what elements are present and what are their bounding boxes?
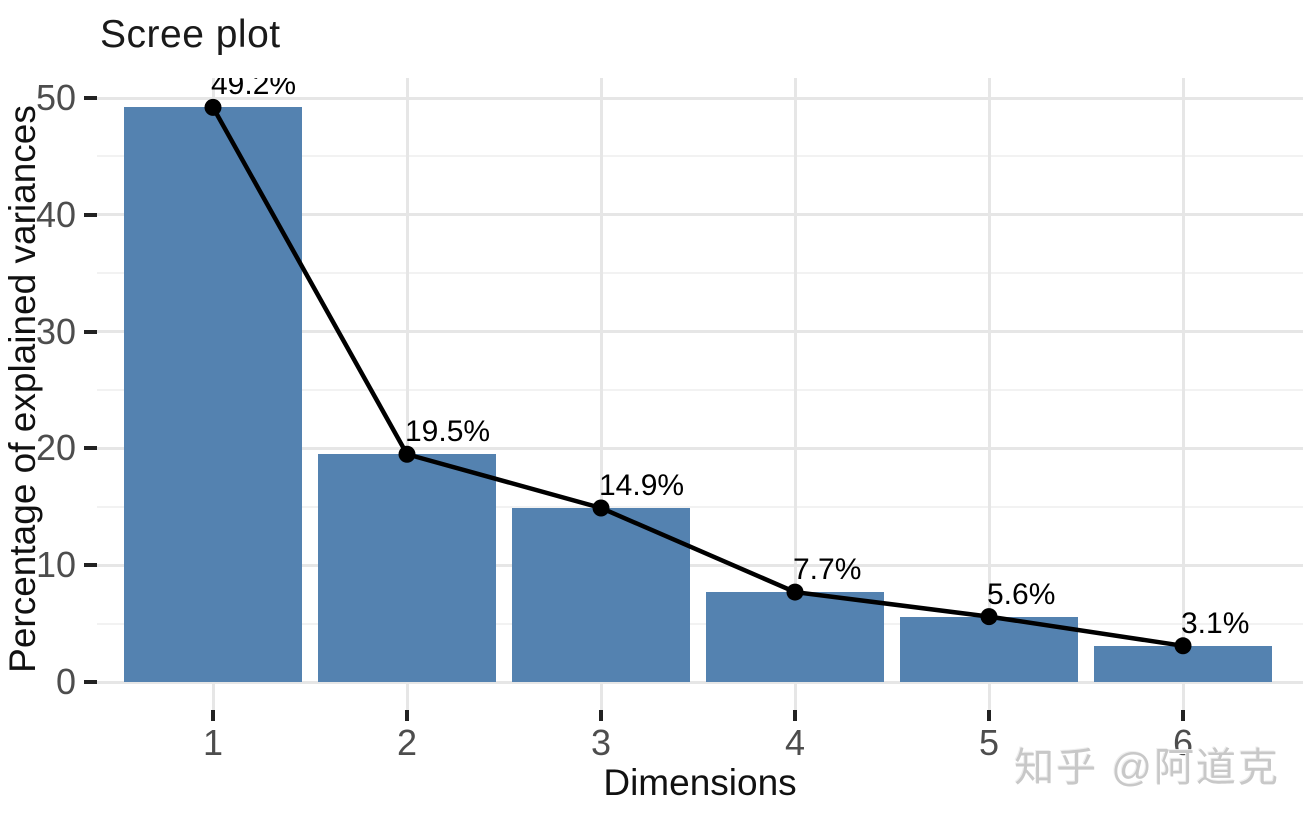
bar-dimension-3	[512, 507, 690, 682]
x-tick-label: 1	[202, 722, 224, 763]
point-label-2: 19.5%	[405, 415, 491, 449]
y-tick-mark	[84, 212, 97, 217]
bar-dimension-2	[318, 454, 496, 682]
data-point-1	[204, 98, 222, 116]
data-point-2	[398, 445, 416, 463]
y-tick-label: 0	[55, 661, 76, 702]
y-tick-label: 10	[35, 544, 76, 586]
x-tick-mark	[793, 710, 797, 721]
bar-dimension-4	[706, 592, 884, 682]
x-tick-label: 6	[1172, 722, 1194, 763]
data-point-3	[592, 499, 610, 517]
x-tick-label: 5	[978, 722, 1000, 763]
data-point-6	[1174, 637, 1192, 655]
y-axis-title: Percentage of explained variances	[2, 105, 43, 673]
line-segment	[211, 106, 1184, 649]
x-axis-title: Dimensions	[603, 762, 797, 803]
gridline-major	[97, 680, 1303, 684]
gridline-major	[97, 563, 1303, 567]
gridline-vertical	[793, 78, 797, 710]
y-tick-mark	[84, 563, 97, 568]
plot-panel: 49.2% 19.5% 14.9% 7.7% 5.6% 3.1%	[97, 78, 1303, 710]
gridline-vertical	[599, 78, 603, 710]
point-label-3: 14.9%	[599, 468, 685, 502]
data-point-5	[980, 608, 998, 626]
gridline-minor	[97, 272, 1303, 275]
y-tick-mark	[84, 446, 97, 451]
gridline-vertical	[405, 78, 409, 710]
y-tick-label: 50	[35, 77, 76, 118]
y-tick-mark	[84, 680, 97, 684]
gridline-vertical	[987, 78, 991, 710]
gridline-major	[97, 446, 1303, 450]
gridline-major	[97, 330, 1303, 334]
x-tick-label: 3	[590, 722, 612, 763]
x-tick-label: 4	[784, 722, 806, 763]
y-tick-label: 40	[35, 193, 76, 235]
gridline-vertical	[1181, 78, 1185, 710]
x-tick-mark	[405, 710, 409, 721]
y-tick-mark	[84, 96, 97, 100]
y-tick-mark	[84, 329, 97, 334]
x-tick-mark	[987, 710, 991, 721]
variance-line	[204, 98, 1192, 655]
point-label-1: 49.2%	[211, 78, 297, 102]
gridline-minor	[97, 155, 1303, 158]
x-tick-label: 2	[396, 722, 418, 763]
gridline-minor	[97, 389, 1303, 391]
plot-title: Scree plot	[100, 13, 281, 56]
x-tick-mark	[599, 710, 603, 721]
data-point-4	[786, 583, 804, 601]
y-tick-label: 30	[35, 310, 76, 352]
watermark: 知乎 @阿道克	[1014, 746, 1280, 790]
point-label-5: 5.6%	[987, 577, 1056, 611]
bar-dimension-1	[124, 107, 302, 682]
point-label-6: 3.1%	[1181, 606, 1250, 640]
gridline-major	[97, 96, 1303, 100]
point-label-4: 7.7%	[793, 553, 862, 587]
gridline-major	[97, 213, 1303, 217]
gridline-minor	[97, 622, 1303, 625]
gridline-minor	[97, 505, 1303, 508]
y-tick-label: 20	[35, 427, 76, 469]
x-tick-mark	[1181, 710, 1185, 721]
x-tick-mark	[211, 710, 215, 721]
